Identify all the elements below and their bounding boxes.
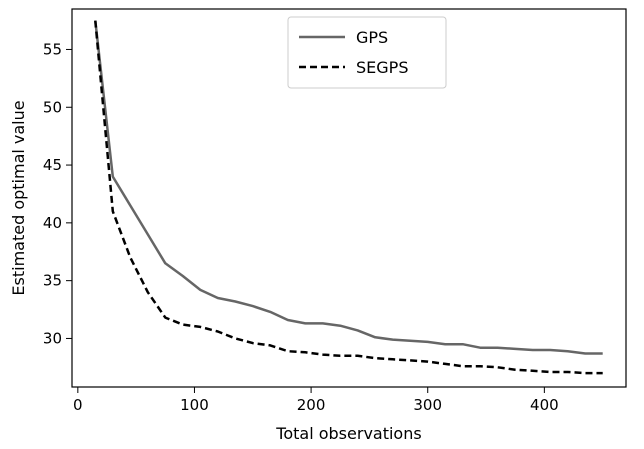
- y-axis-label: Estimated optimal value: [9, 100, 28, 295]
- series-line-gps: [94, 20, 603, 355]
- y-tick-label: 40: [43, 214, 62, 232]
- x-tick-label: 300: [413, 396, 442, 414]
- x-axis-label: Total observations: [275, 424, 421, 443]
- legend-label-segps: SEGPS: [356, 58, 408, 77]
- plot-frame: [71, 8, 627, 388]
- x-tick-label: 100: [180, 396, 209, 414]
- y-tick-label: 35: [43, 272, 62, 290]
- legend-box: [287, 16, 447, 89]
- y-tick-label: 50: [43, 98, 62, 116]
- legend: GPS SEGPS: [287, 16, 447, 89]
- y-tick-label: 45: [43, 156, 62, 174]
- x-axis: 0 100 200 300 400: [73, 387, 559, 414]
- y-axis: 30 35 40 45 50 55: [43, 40, 72, 347]
- y-tick-label: 30: [43, 329, 62, 347]
- x-tick-label: 0: [73, 396, 83, 414]
- series-layer: [94, 20, 603, 375]
- x-tick-label: 200: [297, 396, 326, 414]
- series-line-segps: [94, 20, 603, 375]
- legend-label-gps: GPS: [356, 28, 388, 47]
- y-tick-label: 55: [43, 40, 62, 58]
- x-tick-label: 400: [530, 396, 559, 414]
